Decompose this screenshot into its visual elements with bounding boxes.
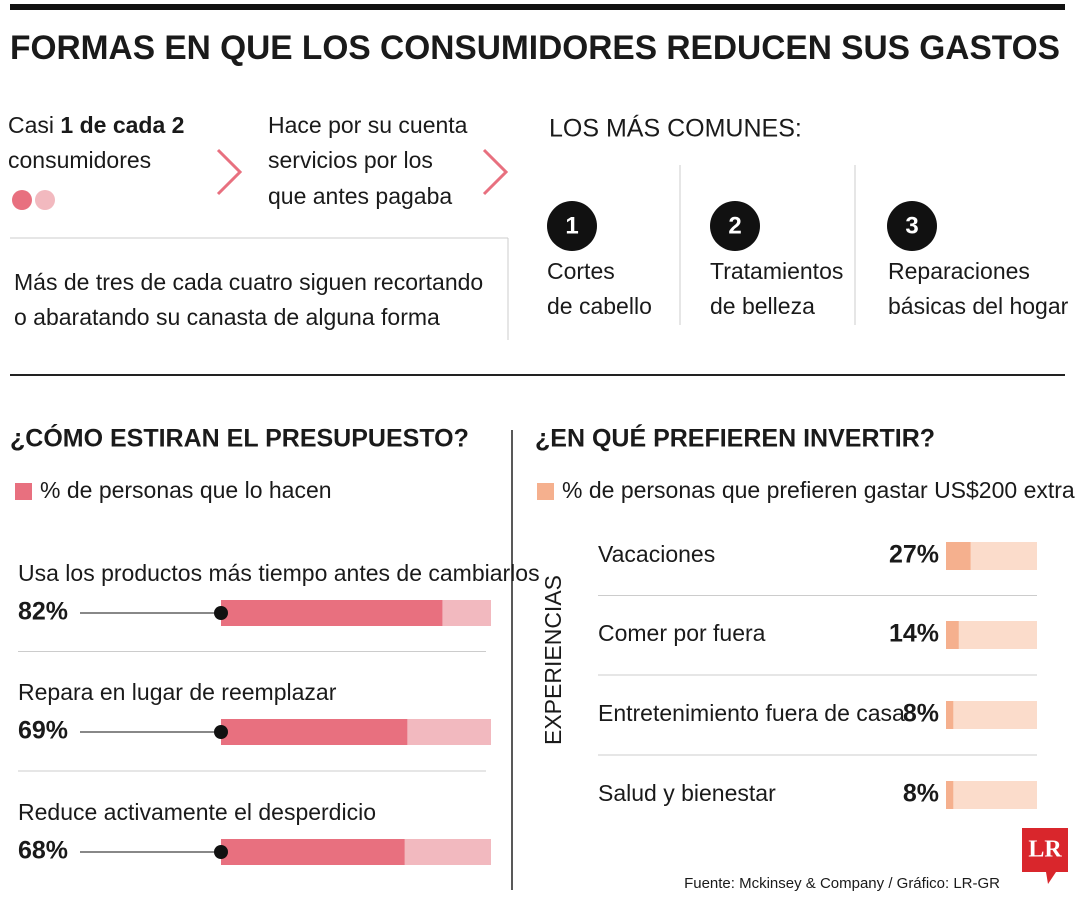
dot	[35, 190, 55, 210]
chart-title: ¿EN QUÉ PREFIEREN INVERTIR?	[535, 424, 935, 453]
action-line: servicios por los	[268, 147, 433, 173]
category-label: Comer por fuera	[598, 620, 766, 646]
common-label: Tratamientos	[710, 258, 843, 284]
value-label: 82%	[18, 598, 68, 626]
intro-suffix: consumidores	[8, 147, 151, 173]
common-label: Cortes	[547, 258, 615, 284]
source: Fuente: Mckinsey & Company / Gráfico: LR…	[684, 875, 1000, 892]
bar	[946, 701, 954, 729]
chevron	[482, 148, 509, 196]
legend-swatch	[15, 483, 32, 500]
charts: ¿CÓMO ESTIRAN EL PRESUPUESTO? % de person…	[10, 423, 1075, 865]
category-label: Reduce activamente el desperdicio	[18, 799, 376, 825]
legend-swatch	[537, 483, 554, 500]
rank-badge	[710, 201, 760, 251]
bar	[946, 542, 971, 570]
connector-dot	[214, 845, 228, 859]
category-label: Usa los productos más tiempo antes de ca…	[18, 560, 540, 586]
main-title: FORMAS EN QUE LOS CONSUMIDORES REDUCEN S…	[10, 29, 1060, 67]
dot	[12, 190, 32, 210]
group-label: EXPERIENCIAS	[540, 575, 566, 745]
chart-title: ¿CÓMO ESTIRAN EL PRESUPUESTO?	[10, 423, 469, 453]
category-label: Vacaciones	[598, 541, 715, 567]
value-label: 68%	[18, 837, 68, 865]
bar	[221, 600, 443, 626]
bar-track	[946, 621, 1037, 649]
action-line: Hace por su cuenta	[268, 112, 468, 138]
legend-label: % de personas que prefieren gastar US$20…	[562, 477, 1075, 503]
value-label: 8%	[903, 780, 939, 808]
value-label: 69%	[18, 717, 68, 745]
logo: LR	[1028, 837, 1062, 863]
common-label: de belleza	[710, 293, 815, 319]
category-label: Repara en lugar de reemplazar	[18, 679, 337, 705]
logo-badge	[1022, 828, 1068, 884]
intro-highlight: 1 de cada 2	[60, 112, 184, 138]
rank-badge	[887, 201, 937, 251]
legend-label: % de personas que lo hacen	[40, 477, 332, 503]
bar	[221, 839, 405, 865]
rank-badge	[547, 201, 597, 251]
action-line: que antes pagaba	[268, 183, 452, 209]
value-label: 14%	[889, 620, 939, 648]
connector-dot	[214, 606, 228, 620]
bar	[946, 781, 954, 809]
intro-text: Casi 1 de cada 2	[8, 112, 184, 138]
note-line: o abaratando su canasta de alguna forma	[14, 304, 440, 330]
common-label: Reparaciones	[888, 258, 1030, 284]
common-label: básicas del hogar	[888, 293, 1069, 319]
bar-track	[946, 701, 1037, 729]
chevron	[216, 148, 243, 196]
rank-number: 1	[565, 212, 578, 239]
connector-dot	[214, 725, 228, 739]
common-label: de cabello	[547, 293, 652, 319]
top-rule	[10, 4, 1065, 10]
category-label: Entretenimiento fuera de casa	[598, 700, 905, 726]
common-list: 1 Cortes de cabello 2 Tratamientos de belleza…	[547, 201, 1069, 319]
rank-number: 3	[905, 212, 918, 239]
value-label: 27%	[889, 541, 939, 569]
intro-prefix: Casi	[8, 112, 54, 138]
bar-track	[946, 781, 1037, 809]
common-title: LOS MÁS COMUNES:	[549, 114, 802, 143]
rank-number: 2	[728, 212, 741, 239]
bar	[221, 719, 408, 745]
bar	[946, 621, 959, 649]
value-label: 8%	[903, 700, 939, 728]
note-line: Más de tres de cada cuatro siguen recort…	[14, 269, 483, 295]
category-label: Salud y bienestar	[598, 780, 776, 806]
